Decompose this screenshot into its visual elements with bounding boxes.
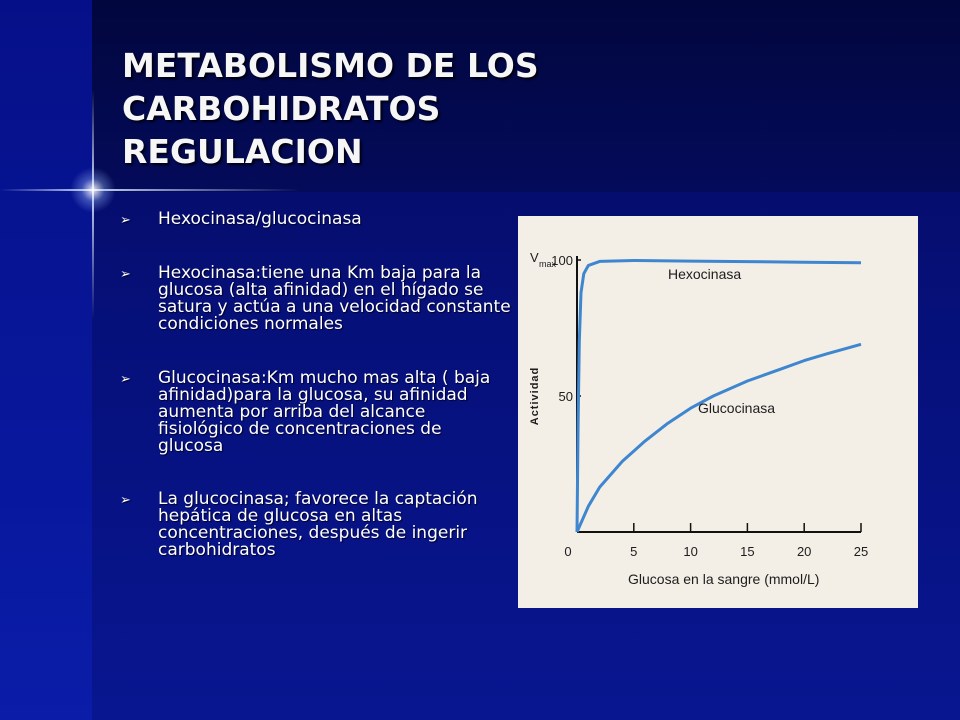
arrow-bullet-icon: ➢ xyxy=(120,493,131,508)
slide-title: METABOLISMO DE LOS CARBOHIDRATOS REGULAC… xyxy=(122,44,762,173)
bullet-text: Glucocinasa:Km mucho mas alta ( baja afi… xyxy=(158,368,491,456)
vmax-subscript: max xyxy=(539,259,557,269)
series-line-glucocinasa xyxy=(575,342,862,533)
title-band xyxy=(92,0,960,192)
bullet-item: ➢ Glucocinasa:Km mucho mas alta ( baja a… xyxy=(120,370,512,455)
x-tick-label: 0 xyxy=(564,544,571,559)
arrow-bullet-icon: ➢ xyxy=(120,372,131,387)
title-line: METABOLISMO DE LOS xyxy=(122,46,539,85)
light-flare-horizontal xyxy=(0,189,300,191)
series-line-hexocinasa xyxy=(575,259,862,533)
light-flare-glow xyxy=(70,167,116,213)
chart-svg: 0 5 10 15 20 25 50 100 V max Actividad Glucosa… xyxy=(529,250,868,587)
vmax-letter: V xyxy=(530,250,539,265)
bullet-text: Hexocinasa:tiene una Km baja para la glu… xyxy=(158,263,511,334)
enzyme-activity-chart: 0 5 10 15 20 25 50 100 V max Actividad Glucosa… xyxy=(518,216,918,608)
y-axis-label: Actividad xyxy=(529,367,541,426)
arrow-bullet-icon: ➢ xyxy=(120,267,131,282)
x-axis-label: Glucosa en la sangre (mmol/L) xyxy=(628,571,819,587)
series-label-hexocinasa: Hexocinasa xyxy=(668,266,741,282)
title-line: REGULACION xyxy=(122,132,363,171)
arrow-bullet-icon: ➢ xyxy=(120,213,131,228)
bullet-text: La glucocinasa; favorece la captación he… xyxy=(158,489,478,560)
title-line: CARBOHIDRATOS xyxy=(122,89,441,128)
x-ticks: 0 5 10 15 20 25 xyxy=(564,523,868,559)
bullet-text: Hexocinasa/glucocinasa xyxy=(158,209,362,229)
bullet-item: ➢ Hexocinasa:tiene una Km baja para la g… xyxy=(120,265,512,333)
vmax-label: V max xyxy=(530,250,557,269)
y-tick-label: 50 xyxy=(559,389,573,404)
slide-background-left xyxy=(0,0,92,720)
x-tick-label: 5 xyxy=(630,544,637,559)
x-tick-label: 15 xyxy=(740,544,754,559)
bullet-item: ➢ Hexocinasa/glucocinasa xyxy=(120,209,512,229)
bullet-item: ➢ La glucocinasa; favorece la captación … xyxy=(120,491,512,559)
series-label-glucocinasa: Glucocinasa xyxy=(698,400,775,416)
y-ticks: 50 100 xyxy=(551,253,581,404)
x-tick-label: 10 xyxy=(683,544,697,559)
chart-curves xyxy=(575,259,862,533)
bullet-list: ➢ Hexocinasa/glucocinasa ➢ Hexocinasa:ti… xyxy=(120,211,512,559)
y-tick-label: 100 xyxy=(551,253,573,268)
x-tick-label: 25 xyxy=(854,544,868,559)
x-tick-label: 20 xyxy=(797,544,811,559)
